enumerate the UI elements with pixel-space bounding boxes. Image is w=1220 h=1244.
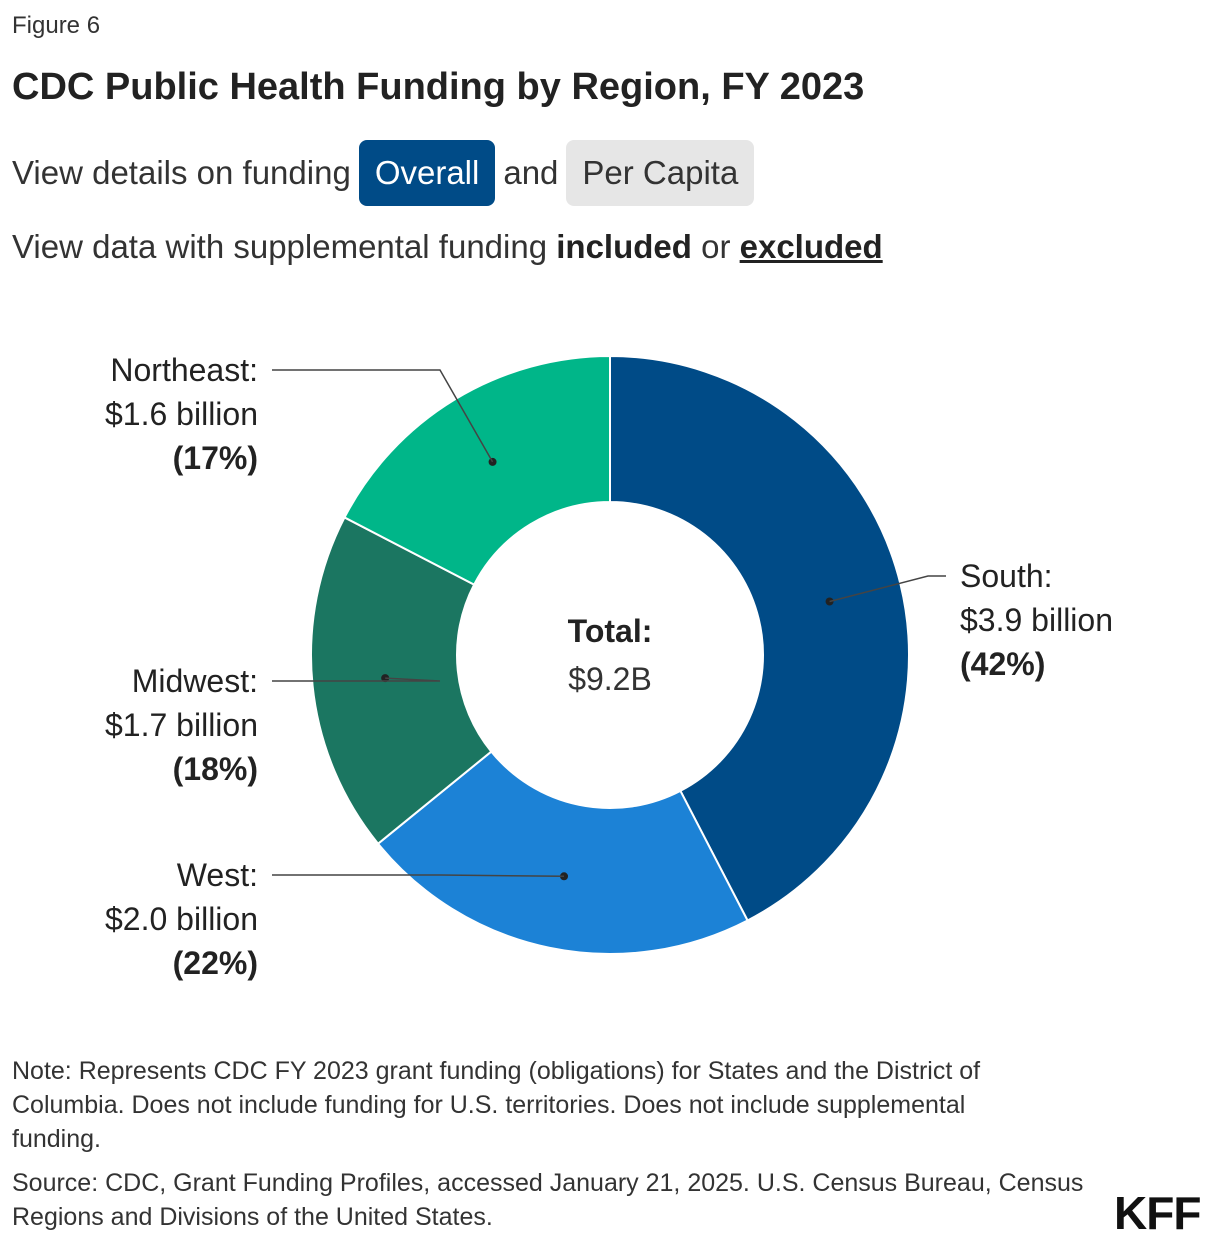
funding-view-controls: View details on funding Overall and Per …: [12, 140, 762, 206]
label-value-midwest: $1.7 billion: [105, 707, 258, 743]
label-pct-south: (42%): [960, 646, 1045, 682]
supplemental-controls: View data with supplemental funding incl…: [12, 228, 883, 266]
label-pct-west: (22%): [173, 945, 258, 981]
slice-labels: South: $3.9 billion (42%) West: $2.0 billion…: [105, 352, 1113, 981]
label-name-west: West:: [177, 857, 258, 893]
center-total-label: Total:: [568, 613, 653, 649]
figure-label: Figure 6: [12, 12, 101, 39]
chart-source: Source: CDC, Grant Funding Profiles, acc…: [12, 1169, 1084, 1231]
leader-line-northeast: [272, 369, 494, 463]
and-text: and: [503, 154, 559, 191]
label-name-south: South:: [960, 558, 1053, 594]
included-option[interactable]: included: [556, 228, 692, 265]
leader-line-south: [829, 575, 946, 603]
slice-south[interactable]: [609, 354, 910, 922]
label-pct-northeast: (17%): [173, 440, 258, 476]
leader-lines: [272, 369, 946, 881]
label-value-west: $2.0 billion: [105, 901, 258, 937]
kff-logo: KFF: [1114, 1187, 1201, 1239]
label-pct-midwest: (18%): [173, 751, 258, 787]
chart-note: Note: Represents CDC FY 2023 grant fundi…: [12, 1057, 981, 1153]
chart-title: CDC Public Health Funding by Region, FY …: [12, 66, 865, 108]
or-text: or: [701, 228, 731, 265]
donut-slices: [310, 354, 910, 955]
donut-chart: South: $3.9 billion (42%) West: $2.0 billion…: [105, 352, 1113, 981]
slice-west[interactable]: [376, 750, 749, 955]
leader-line-midwest: [272, 677, 441, 682]
label-value-south: $3.9 billion: [960, 602, 1113, 638]
leader-line-west: [272, 874, 565, 878]
supplemental-prefix-text: View data with supplemental funding: [12, 228, 548, 265]
label-value-northeast: $1.6 billion: [105, 396, 258, 432]
excluded-option[interactable]: excluded: [739, 228, 883, 265]
slice-northeast[interactable]: [343, 354, 611, 586]
label-name-northeast: Northeast:: [110, 352, 258, 388]
funding-prefix-text: View details on funding: [12, 154, 351, 191]
per-capita-button[interactable]: Per Capita: [566, 140, 755, 206]
center-total-value: $9.2B: [568, 661, 652, 697]
label-name-midwest: Midwest:: [132, 663, 258, 699]
overall-button[interactable]: Overall: [358, 140, 496, 206]
